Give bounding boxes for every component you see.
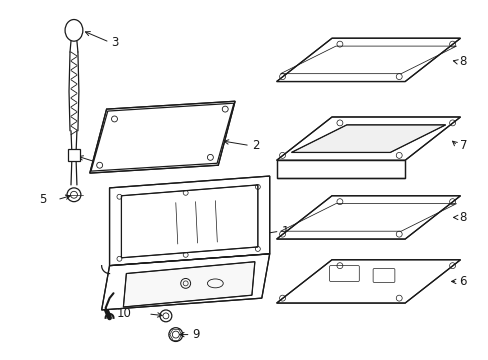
Text: 3: 3 xyxy=(111,36,119,49)
Polygon shape xyxy=(123,262,254,307)
Text: 9: 9 xyxy=(192,328,200,341)
FancyBboxPatch shape xyxy=(372,269,394,282)
Polygon shape xyxy=(291,125,445,152)
Text: 4: 4 xyxy=(99,156,106,169)
Text: 8: 8 xyxy=(459,55,466,68)
Text: 5: 5 xyxy=(39,193,47,206)
Text: 10: 10 xyxy=(116,307,131,320)
Polygon shape xyxy=(121,185,257,258)
Polygon shape xyxy=(276,38,460,82)
Polygon shape xyxy=(109,176,269,266)
Text: 7: 7 xyxy=(459,139,466,152)
Polygon shape xyxy=(276,117,460,160)
Polygon shape xyxy=(276,160,405,178)
FancyBboxPatch shape xyxy=(329,266,359,282)
Polygon shape xyxy=(90,101,235,173)
Text: 6: 6 xyxy=(459,275,466,288)
Text: 2: 2 xyxy=(251,139,259,152)
Polygon shape xyxy=(102,254,269,310)
Text: 1: 1 xyxy=(281,225,288,238)
Polygon shape xyxy=(68,149,80,161)
Polygon shape xyxy=(276,196,460,239)
Text: 8: 8 xyxy=(459,211,466,224)
Polygon shape xyxy=(276,260,460,303)
